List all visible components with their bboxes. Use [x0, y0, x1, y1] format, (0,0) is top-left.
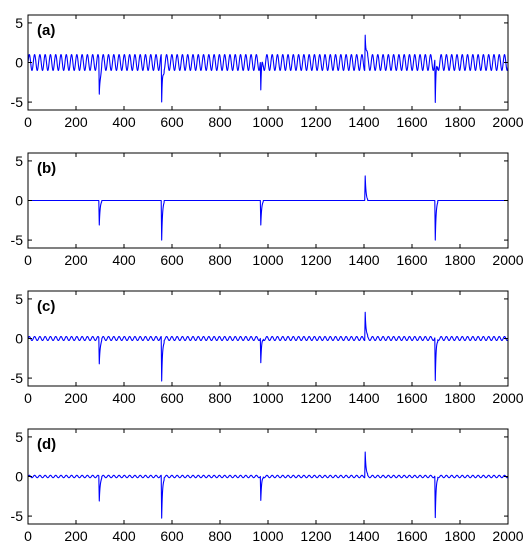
x-tick-label: 400 — [112, 390, 136, 406]
x-tick-label: 1000 — [252, 528, 283, 544]
signal-line — [27, 34, 509, 103]
x-tick-label: 1200 — [300, 114, 331, 130]
x-tick-label: 200 — [64, 390, 88, 406]
panel-label: (d) — [37, 436, 56, 453]
signal-line — [27, 451, 509, 519]
x-tick-label: 1600 — [396, 114, 427, 130]
signal-line — [27, 175, 509, 241]
x-tick-label: 2000 — [492, 114, 523, 130]
x-tick-label: 200 — [64, 114, 88, 130]
y-tick-label: -5 — [11, 232, 24, 248]
x-tick-label: 0 — [24, 114, 32, 130]
panel-label: (c) — [37, 298, 55, 315]
x-tick-label: 1800 — [444, 390, 475, 406]
x-tick-label: 1600 — [396, 528, 427, 544]
x-tick-label: 1800 — [444, 528, 475, 544]
x-tick-label: 1200 — [300, 252, 331, 268]
x-tick-label: 1200 — [300, 528, 331, 544]
x-tick-label: 600 — [160, 252, 184, 268]
y-tick-label: 5 — [15, 15, 23, 31]
y-tick-label: 5 — [15, 153, 23, 169]
y-tick-label: -5 — [11, 94, 24, 110]
x-tick-label: 0 — [24, 390, 32, 406]
x-tick-label: 1800 — [444, 252, 475, 268]
y-tick-label: 5 — [15, 429, 23, 445]
x-tick-label: 800 — [208, 390, 232, 406]
x-tick-label: 2000 — [492, 390, 523, 406]
x-tick-label: 800 — [208, 252, 232, 268]
y-tick-label: 5 — [15, 291, 23, 307]
y-tick-label: 0 — [15, 331, 23, 347]
x-tick-label: 2000 — [492, 252, 523, 268]
x-tick-label: 1000 — [252, 252, 283, 268]
x-tick-label: 200 — [64, 528, 88, 544]
x-tick-label: 800 — [208, 114, 232, 130]
y-tick-label: 0 — [15, 55, 23, 71]
x-tick-label: 600 — [160, 528, 184, 544]
x-tick-label: 1000 — [252, 390, 283, 406]
x-tick-label: 1400 — [348, 252, 379, 268]
y-tick-label: 0 — [15, 469, 23, 485]
x-tick-label: 0 — [24, 252, 32, 268]
x-tick-label: 1400 — [348, 114, 379, 130]
x-tick-label: 1400 — [348, 528, 379, 544]
x-tick-label: 0 — [24, 528, 32, 544]
panel-a: 0 200 400 600 800 1000 1200 1400 1600 1800 200050-… — [11, 14, 524, 130]
panel-label: (b) — [37, 160, 56, 177]
x-tick-label: 1000 — [252, 114, 283, 130]
x-tick-label: 400 — [112, 528, 136, 544]
panel-b: 0 200 400 600 800 1000 1200 1400 1600 1800 200050-… — [11, 152, 524, 268]
panel-d: 0 200 400 600 800 1000 1200 1400 1600 1800 200050-… — [11, 428, 524, 544]
x-tick-label: 1200 — [300, 390, 331, 406]
x-tick-label: 1600 — [396, 252, 427, 268]
panel-c: 0 200 400 600 800 1000 1200 1400 1600 1800 200050-… — [11, 290, 524, 406]
x-tick-label: 2000 — [492, 528, 523, 544]
panel-label: (a) — [37, 22, 55, 39]
x-tick-label: 1800 — [444, 114, 475, 130]
x-tick-label: 800 — [208, 528, 232, 544]
x-tick-label: 400 — [112, 252, 136, 268]
x-tick-label: 1400 — [348, 390, 379, 406]
y-tick-label: -5 — [11, 370, 24, 386]
y-tick-label: -5 — [11, 508, 24, 524]
x-tick-label: 600 — [160, 390, 184, 406]
x-tick-label: 1600 — [396, 390, 427, 406]
signal-line — [27, 311, 509, 382]
y-tick-label: 0 — [15, 193, 23, 209]
x-tick-label: 600 — [160, 114, 184, 130]
x-tick-label: 200 — [64, 252, 88, 268]
x-tick-label: 400 — [112, 114, 136, 130]
